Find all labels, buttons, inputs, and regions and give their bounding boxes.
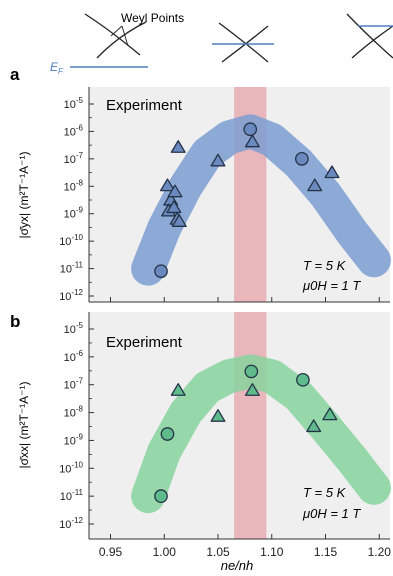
data-point-circle (154, 489, 168, 503)
data-point-circle (243, 122, 258, 137)
band-schematic: Weyl Points EF (50, 11, 393, 76)
x-tick-label: 1.20 (368, 545, 392, 559)
data-point-triangle (307, 178, 323, 192)
schematic-middle (212, 22, 274, 63)
panel-label: b (10, 312, 20, 331)
panel-b: b 10-5 10-6 10-7 10-8 10-9 10-10 10-11 10-12 0.9… (10, 312, 391, 573)
y-tick-label: 10-6 (64, 349, 84, 364)
y-tick-label: 10-11 (60, 261, 84, 276)
data-point-triangle (170, 140, 186, 153)
data-point-triangle (170, 383, 186, 396)
y-tick-label: 10-7 (64, 377, 84, 392)
field-annotation: μ0H = 1 T (302, 506, 361, 521)
x-tick-label: 1.00 (153, 545, 177, 559)
panel-label: a (10, 65, 20, 84)
y-tick-label: 10-9 (64, 206, 84, 221)
data-point-triangle (171, 214, 187, 227)
x-tick-label: 1.15 (314, 545, 338, 559)
x-tick-label: 1.10 (260, 545, 284, 559)
schematic-left: Weyl Points EF (50, 11, 184, 76)
data-point-triangle (210, 153, 226, 167)
y-tick-label: 10-5 (64, 321, 84, 336)
y-axis-label: |σ̄xx| (m²T⁻¹A⁻¹) (17, 382, 31, 469)
y-tick-label: 10-12 (59, 516, 83, 531)
y-axis-label: |σ̄yx| (m²T⁻¹A⁻¹) (17, 152, 31, 239)
data-point-triangle (166, 200, 182, 214)
y-tick-label: 10-9 (64, 432, 84, 447)
y-tick-label: 10-10 (59, 460, 83, 475)
x-axis-label: ne/nh (221, 558, 254, 573)
x-tick-label: 1.05 (206, 545, 230, 559)
fermi-level-label: EF (50, 60, 64, 76)
data-point-triangle (244, 383, 260, 396)
data-point-circle (244, 364, 259, 379)
weyl-points-label: Weyl Points (121, 11, 184, 25)
data-point-triangle (159, 178, 175, 192)
y-tick-label: 10-7 (64, 151, 84, 166)
data-point-circle (296, 372, 310, 387)
data-point-triangle (306, 419, 322, 433)
y-tick-label: 10-8 (64, 405, 84, 420)
temperature-annotation: T = 5 K (303, 485, 347, 500)
experiment-annotation: Experiment (106, 97, 183, 114)
y-tick-label: 10-11 (60, 488, 84, 503)
y-tick-label: 10-6 (64, 123, 84, 138)
data-point-triangle (167, 184, 183, 198)
temperature-annotation: T = 5 K (303, 258, 347, 273)
schematic-right (346, 13, 393, 59)
data-point-triangle (244, 134, 260, 148)
highlight-stripe (234, 312, 267, 539)
field-annotation: μ0H = 1 T (302, 278, 361, 293)
data-point-circle (160, 427, 175, 441)
data-point-circle (154, 264, 168, 279)
data-point-triangle (322, 407, 338, 421)
data-point-triangle (210, 409, 226, 422)
y-tick-label: 10-12 (59, 288, 83, 303)
x-tick-label: 0.95 (99, 545, 123, 559)
data-point-circle (294, 152, 309, 166)
experiment-annotation: Experiment (106, 334, 183, 351)
y-tick-label: 10-10 (59, 233, 83, 248)
y-tick-label: 10-5 (64, 96, 84, 111)
data-point-triangle (324, 165, 340, 179)
panel-a: a 10-5 10-6 10-7 10-8 10-9 10-10 10-11 10-12 Ex… (10, 65, 391, 303)
y-tick-label: 10-8 (64, 178, 84, 193)
